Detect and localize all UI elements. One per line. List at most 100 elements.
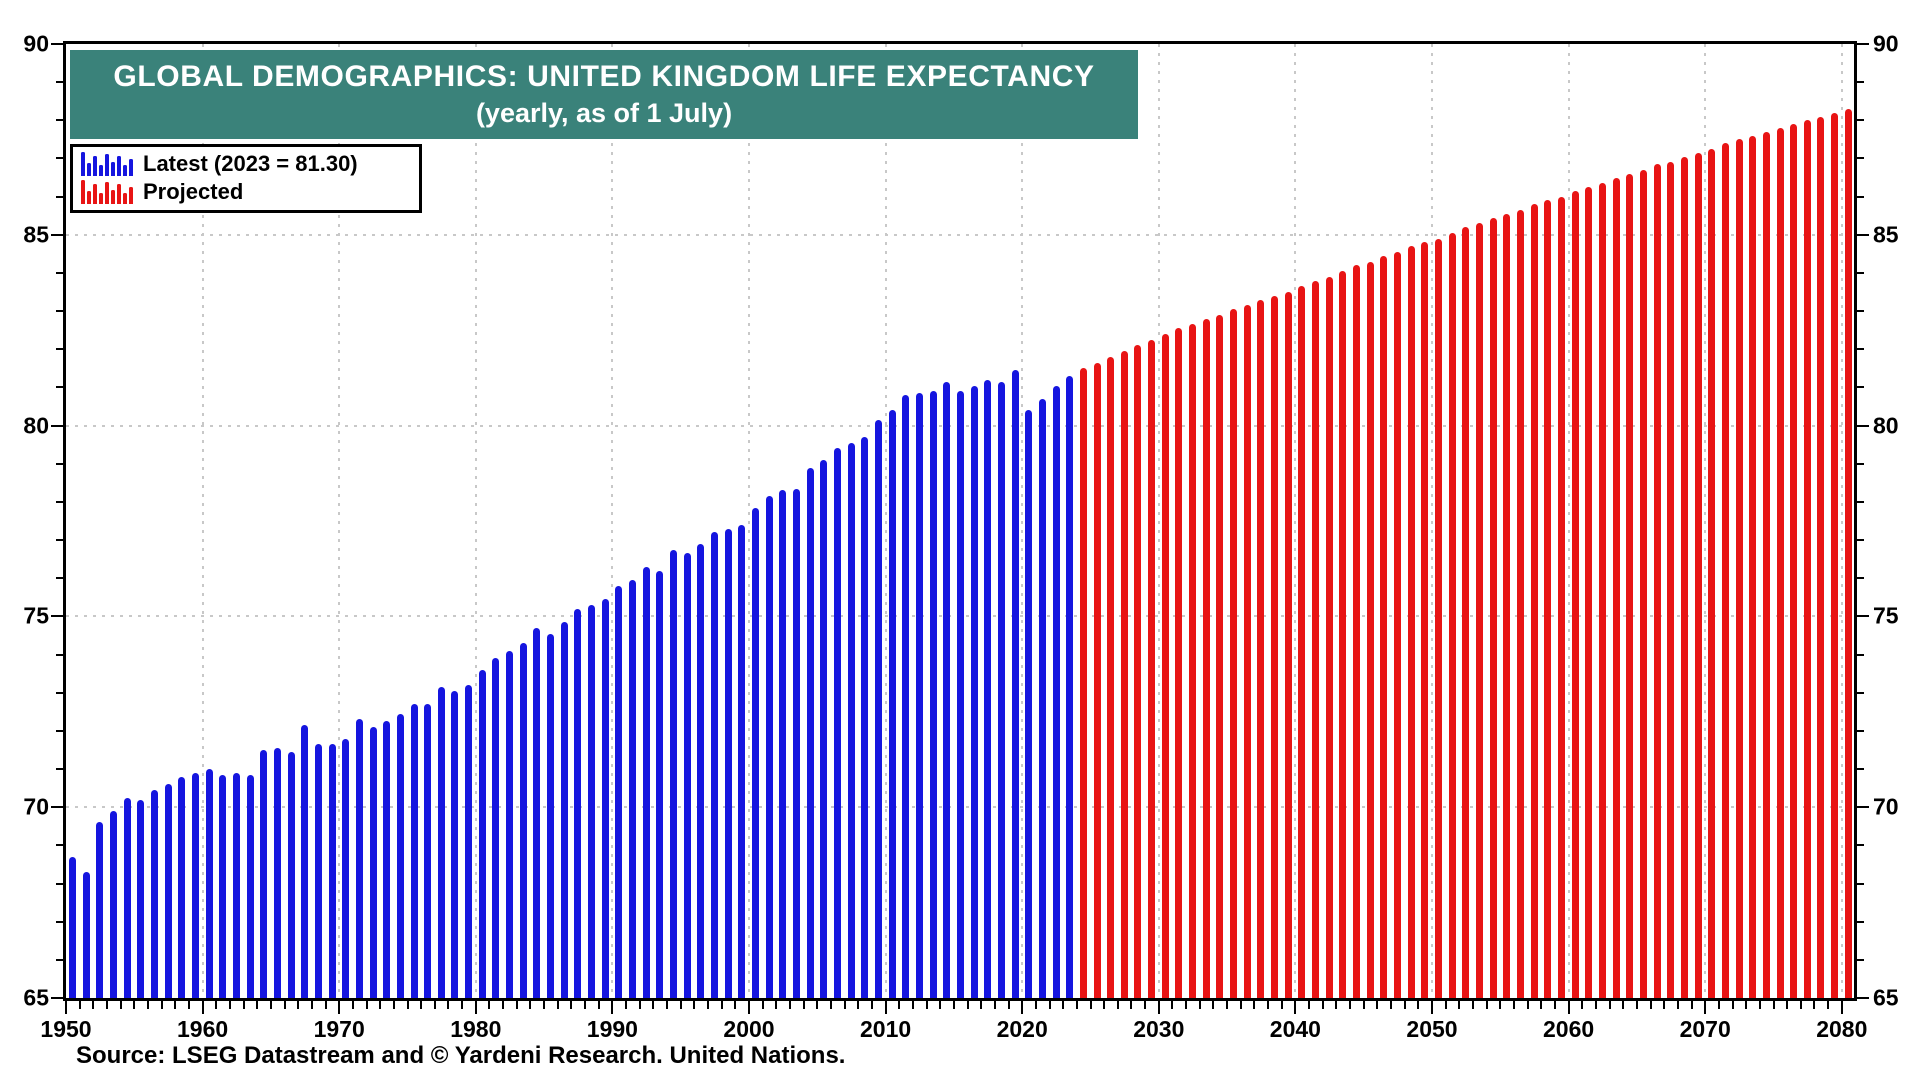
x-tick-2034 (1212, 1001, 1215, 1009)
y-axis-label-left-90: 90 (23, 30, 49, 57)
x-tick-1957 (160, 1001, 163, 1009)
y-tick-R-75 (1857, 615, 1869, 618)
y-tick-R-73 (1857, 691, 1864, 694)
y-tick-L-67 (56, 920, 63, 923)
bar-2011 (902, 395, 910, 998)
y-tick-L-71 (56, 768, 63, 771)
bar-1970 (342, 738, 350, 998)
x-tick-1954 (119, 1001, 122, 1009)
y-axis-label-left-80: 80 (23, 412, 49, 439)
bar-2051 (1448, 232, 1456, 998)
x-tick-1992 (638, 1001, 641, 1009)
bar-2060 (1571, 190, 1579, 998)
x-tick-2000 (748, 1001, 750, 1014)
x-tick-2066 (1649, 1001, 1652, 1009)
bar-1991 (629, 580, 637, 998)
x-tick-1986 (556, 1001, 559, 1009)
bar-1989 (601, 599, 609, 998)
x-tick-2004 (802, 1001, 805, 1009)
bar-1985 (547, 633, 555, 998)
x-tick-1995 (679, 1001, 682, 1009)
gridline-h-85 (66, 233, 1854, 236)
x-tick-1984 (529, 1001, 532, 1009)
y-tick-L-85 (51, 233, 63, 236)
x-tick-2060 (1567, 1001, 1570, 1014)
bar-2018 (997, 381, 1005, 998)
y-tick-L-65 (51, 997, 63, 999)
x-tick-1955 (133, 1001, 136, 1009)
y-tick-R-88 (1857, 119, 1864, 122)
y-tick-L-89 (56, 81, 63, 84)
bar-1955 (137, 799, 145, 998)
x-axis-label-1990: 1990 (586, 1016, 638, 1042)
x-tick-2006 (829, 1001, 832, 1009)
legend-box: Latest (2023 = 81.30) Projected (70, 144, 422, 213)
bar-1995 (683, 553, 691, 998)
x-axis-label-2040: 2040 (1269, 1016, 1321, 1042)
bar-2030 (1161, 334, 1169, 998)
x-tick-2005 (816, 1001, 819, 1009)
y-tick-L-83 (56, 310, 63, 313)
y-tick-R-68 (1857, 882, 1864, 885)
y-tick-L-68 (56, 882, 63, 885)
bar-2076 (1790, 124, 1798, 998)
bar-2029 (1148, 339, 1156, 998)
bar-2046 (1380, 255, 1388, 998)
gridline-v-2060 (1567, 44, 1570, 998)
gridline-v-2040 (1294, 44, 1297, 998)
y-axis-label-right-80: 80 (1873, 412, 1899, 439)
bar-1999 (738, 524, 746, 998)
bar-2043 (1339, 271, 1347, 998)
x-tick-1965 (269, 1001, 272, 1009)
x-tick-2071 (1717, 1001, 1720, 1009)
gridline-v-2050 (1431, 44, 1433, 998)
bar-2074 (1762, 131, 1770, 998)
bar-2050 (1435, 238, 1442, 998)
y-tick-L-75 (51, 615, 63, 618)
gridline-v-2070 (1704, 44, 1707, 998)
y-axis-label-left-70: 70 (23, 793, 49, 820)
x-tick-2007 (843, 1001, 846, 1009)
y-tick-R-70 (1857, 806, 1869, 809)
bar-2054 (1489, 217, 1497, 998)
bar-2022 (1052, 385, 1060, 998)
y-tick-L-82 (56, 348, 63, 351)
y-tick-R-86 (1857, 195, 1864, 198)
x-tick-1980 (474, 1001, 477, 1014)
y-tick-R-80 (1857, 424, 1869, 427)
y-tick-R-77 (1857, 539, 1864, 542)
x-tick-2026 (1103, 1001, 1106, 1009)
x-tick-1975 (406, 1001, 409, 1009)
x-tick-2016 (966, 1001, 969, 1009)
y-tick-R-65 (1857, 997, 1869, 999)
x-tick-2070 (1704, 1001, 1707, 1014)
x-tick-2045 (1362, 1001, 1365, 1009)
bar-2075 (1776, 127, 1784, 998)
bar-2070 (1708, 148, 1716, 998)
bar-2045 (1366, 261, 1374, 998)
bar-2055 (1503, 213, 1511, 998)
y-tick-L-84 (56, 271, 63, 274)
x-tick-2056 (1512, 1001, 1515, 1009)
x-axis-label-1980: 1980 (450, 1016, 502, 1042)
bar-1951 (82, 872, 90, 998)
x-tick-1982 (502, 1001, 505, 1009)
y-tick-L-77 (56, 539, 63, 542)
x-tick-1951 (78, 1001, 81, 1009)
bar-1996 (697, 543, 705, 998)
y-tick-R-78 (1857, 500, 1864, 503)
x-tick-2013 (925, 1001, 928, 1009)
x-tick-2062 (1594, 1001, 1597, 1009)
x-tick-2072 (1731, 1001, 1734, 1009)
x-axis-label-2030: 2030 (1133, 1016, 1185, 1042)
x-tick-2033 (1198, 1001, 1201, 1009)
x-tick-1989 (597, 1001, 600, 1009)
y-tick-L-90 (51, 43, 63, 45)
y-tick-R-79 (1857, 462, 1864, 465)
x-tick-2009 (870, 1001, 873, 1009)
x-tick-1971 (351, 1001, 354, 1009)
bar-1983 (519, 643, 527, 998)
x-tick-2029 (1144, 1001, 1147, 1009)
chart-title: GLOBAL DEMOGRAPHICS: UNITED KINGDOM LIFE… (113, 60, 1095, 93)
x-axis-label-2070: 2070 (1679, 1016, 1731, 1042)
